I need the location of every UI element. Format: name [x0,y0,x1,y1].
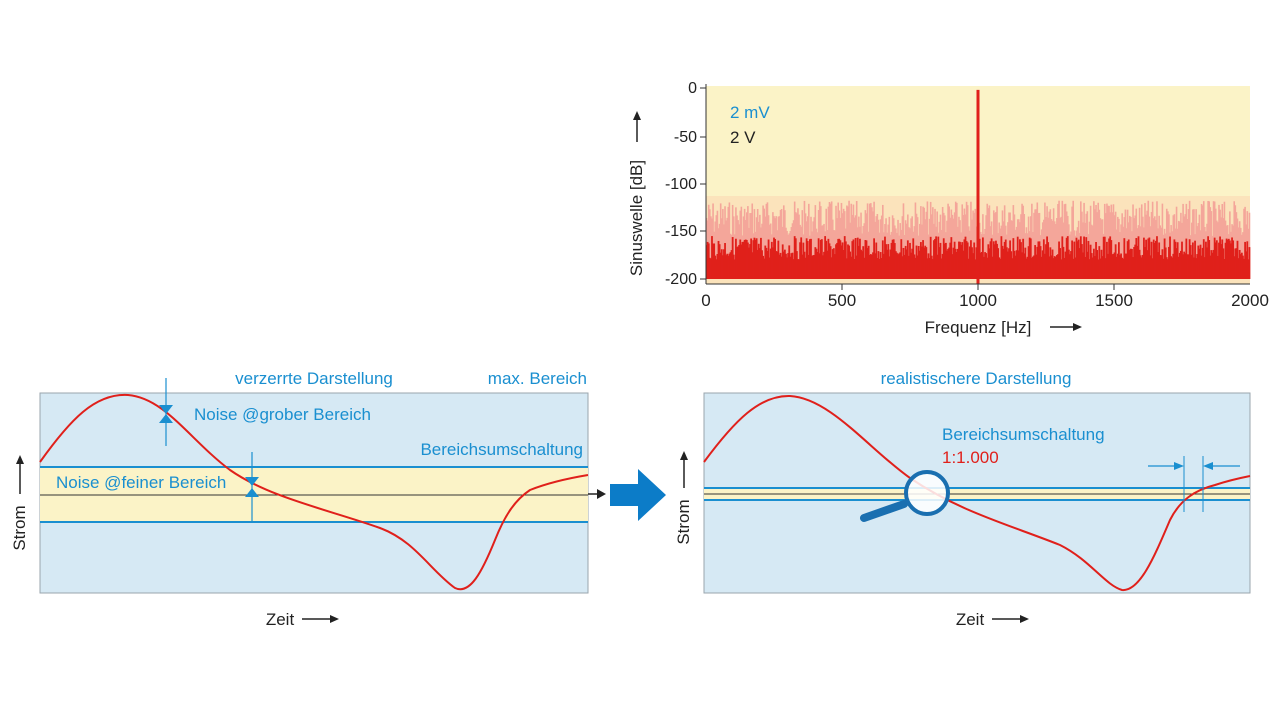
left-y-arrow [16,455,24,494]
magnifier-icon [860,470,950,522]
right-panel: realistischere Darstellung Bereichsumsch… [674,369,1251,629]
left-x-label: Zeit [266,610,295,629]
transition-arrow-icon [610,469,666,521]
y-tick-2: -100 [665,176,697,193]
right-y-label: Strom [674,499,693,544]
right-x-label: Zeit [956,610,985,629]
spectrum-y-label: Sinuswelle [dB] [627,160,646,276]
spectrum-x-label: Frequenz [Hz] [925,318,1032,337]
x-tick-0: 0 [701,291,710,310]
y-axis-arrow [633,111,641,142]
range-switch-label-right: Bereichsumschaltung [942,425,1105,444]
x-axis-arrow [1050,323,1082,331]
noise-series-fine [705,236,1251,279]
max-range-label: max. Bereich [488,369,587,388]
left-y-label: Strom [10,505,29,550]
spectrum-y-ticks: 0 -50 -100 -150 -200 [665,80,706,288]
right-x-arrow [992,615,1029,623]
legend-fine: 2 mV [730,103,770,122]
legend-coarse: 2 V [730,128,756,147]
right-y-arrow [680,451,688,488]
left-panel: verzerrte Darstellung max. Bereich Noise… [10,369,606,629]
right-title: realistischere Darstellung [881,369,1072,388]
x-tick-4: 2000 [1231,291,1269,310]
spectrum-x-ticks: 0 500 1000 1500 2000 [701,284,1269,310]
y-tick-4: -200 [665,271,697,288]
noise-coarse-label: Noise @grober Bereich [194,405,371,424]
range-switch-label-left: Bereichsumschaltung [420,440,583,459]
x-tick-2: 1000 [959,291,997,310]
signal-curve-left [39,393,589,591]
left-title: verzerrte Darstellung [235,369,393,388]
ratio-label: 1:1.000 [942,448,999,467]
signal-curve-right [703,394,1251,592]
left-x-arrow [302,615,339,623]
noise-fine-label: Noise @feiner Bereich [56,473,226,492]
y-tick-0: 0 [688,80,697,97]
left-panel-output-arrow [588,489,606,499]
y-tick-1: -50 [674,129,697,146]
coarse-noise-marker [159,378,173,446]
spectrum-chart: 0 -50 -100 -150 -200 0 500 1000 1500 200… [627,80,1269,337]
x-tick-3: 1500 [1095,291,1133,310]
range-gap-marker [1148,456,1240,512]
x-tick-1: 500 [828,291,856,310]
y-tick-3: -150 [665,223,697,240]
fine-noise-marker [245,452,259,521]
